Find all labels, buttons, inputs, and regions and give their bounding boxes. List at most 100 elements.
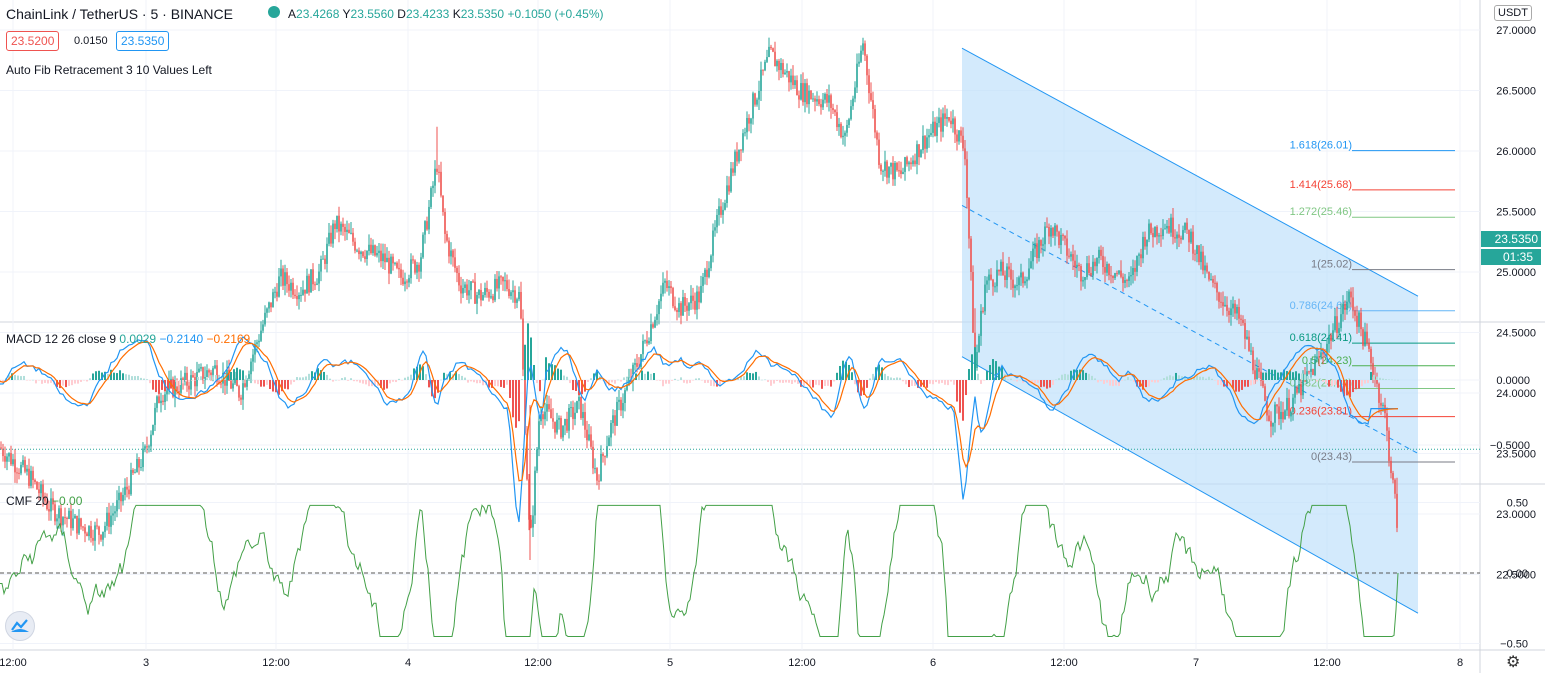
macd-histogram-bar (248, 378, 250, 380)
macd-histogram-bar (551, 364, 553, 380)
channel-lower-line (961, 356, 1419, 614)
candle-body (1172, 217, 1174, 238)
macd-histogram-bar (293, 380, 295, 383)
candle-body (108, 512, 110, 527)
candle-body (382, 253, 384, 262)
candle-body (134, 472, 136, 474)
candle-body (530, 519, 532, 528)
candle-body (908, 162, 910, 165)
candle-body (754, 93, 756, 105)
candle-body (984, 284, 986, 312)
candle-body (1362, 329, 1364, 346)
candle-body (862, 43, 864, 51)
candle-body (1146, 239, 1148, 247)
candle-body (1168, 225, 1170, 233)
macd-histogram-bar (140, 377, 142, 380)
macd-histogram-bar (1067, 374, 1069, 380)
candle-body (150, 434, 152, 447)
candle-body (1376, 379, 1378, 384)
candle-body (496, 278, 498, 289)
macd-value: −0.2140 (159, 332, 204, 346)
candle-body (1242, 319, 1244, 323)
buy-button[interactable]: 23.5350 (116, 31, 170, 51)
macd-histogram-bar (704, 380, 706, 383)
macd-histogram-bar (902, 380, 904, 382)
macd-histogram-bar (1178, 375, 1180, 380)
candle-body (588, 434, 590, 441)
candle-body (1218, 292, 1220, 302)
currency-badge[interactable]: USDT (1494, 5, 1532, 21)
candle-body (132, 469, 134, 473)
macd-histogram-bar (1292, 372, 1294, 380)
candle-body (970, 238, 972, 272)
time-tick-label: 6 (930, 657, 936, 669)
macd-histogram-bar (422, 366, 424, 380)
macd-histogram-bar (524, 344, 526, 380)
symbol-title[interactable]: ChainLink / TetherUS · 5 · BINANCE (6, 6, 233, 22)
macd-histogram-bar (1181, 376, 1183, 380)
candle-body (1260, 371, 1262, 381)
candle-body (1284, 410, 1286, 420)
macd-histogram-bar (1133, 380, 1135, 382)
candle-body (542, 414, 544, 420)
macd-histogram-bar (1214, 380, 1216, 381)
candle-body (524, 369, 526, 434)
macd-histogram-bar (689, 380, 691, 383)
candle-body (606, 446, 608, 457)
time-tick-label: 5 (667, 657, 673, 669)
candle-body (1232, 303, 1234, 309)
candle-body (86, 533, 88, 537)
macd-histogram-bar (830, 380, 832, 387)
candle-body (162, 400, 164, 403)
cmf-legend[interactable]: CMF 20 −0.00 (6, 494, 82, 508)
candle-body (794, 80, 796, 86)
cmf-line (0, 504, 1399, 637)
macd-histogram-bar (254, 380, 256, 384)
candle-body (1012, 279, 1014, 289)
candle-body (470, 281, 472, 291)
candle-body (354, 241, 356, 251)
macd-legend[interactable]: MACD 12 26 close 9 0.0029 −0.2140 −0.216… (6, 332, 250, 346)
candle-body (80, 518, 82, 527)
settings-gear-icon[interactable]: ⚙ (1506, 654, 1521, 671)
macd-histogram-bar (236, 367, 238, 380)
candle-body (446, 233, 448, 241)
candle-body (198, 368, 200, 372)
macd-histogram-bar (884, 373, 886, 380)
candle-body (594, 468, 596, 470)
sell-button[interactable]: 23.5200 (6, 31, 60, 51)
candle-body (668, 286, 670, 289)
candle-body (544, 411, 546, 420)
macd-histogram-bar (650, 373, 652, 380)
candle-body (1194, 253, 1196, 255)
tradingview-logo-icon[interactable] (5, 611, 35, 641)
macd-histogram-bar (995, 361, 997, 380)
macd-histogram-bar (626, 377, 628, 380)
candle-body (324, 258, 326, 264)
macd-histogram-bar (311, 371, 313, 380)
fib-indicator-label[interactable]: Auto Fib Retracement 3 10 Values Left (6, 63, 212, 77)
candle-body (924, 135, 926, 149)
candle-body (832, 107, 834, 111)
macd-histogram-bar (1061, 374, 1063, 380)
candle-body (834, 110, 836, 113)
candle-body (810, 90, 812, 100)
candle-body (830, 95, 832, 108)
macd-histogram-bar (983, 380, 985, 381)
macd-histogram-bar (374, 380, 376, 387)
macd-histogram-bar (455, 371, 457, 380)
macd-histogram-bar (1094, 378, 1096, 380)
candle-body (420, 257, 422, 272)
macd-histogram-bar (386, 380, 388, 389)
macd-histogram-bar (698, 378, 700, 380)
candle-body (1174, 237, 1176, 239)
candle-body (1018, 277, 1020, 286)
candle-body (74, 515, 76, 519)
macd-pane (0, 323, 1399, 523)
macd-histogram-bar (470, 380, 472, 382)
macd-histogram-bar (1052, 380, 1054, 386)
candle-body (960, 130, 962, 136)
candle-body (564, 418, 566, 426)
macd-histogram-bar (155, 380, 157, 393)
